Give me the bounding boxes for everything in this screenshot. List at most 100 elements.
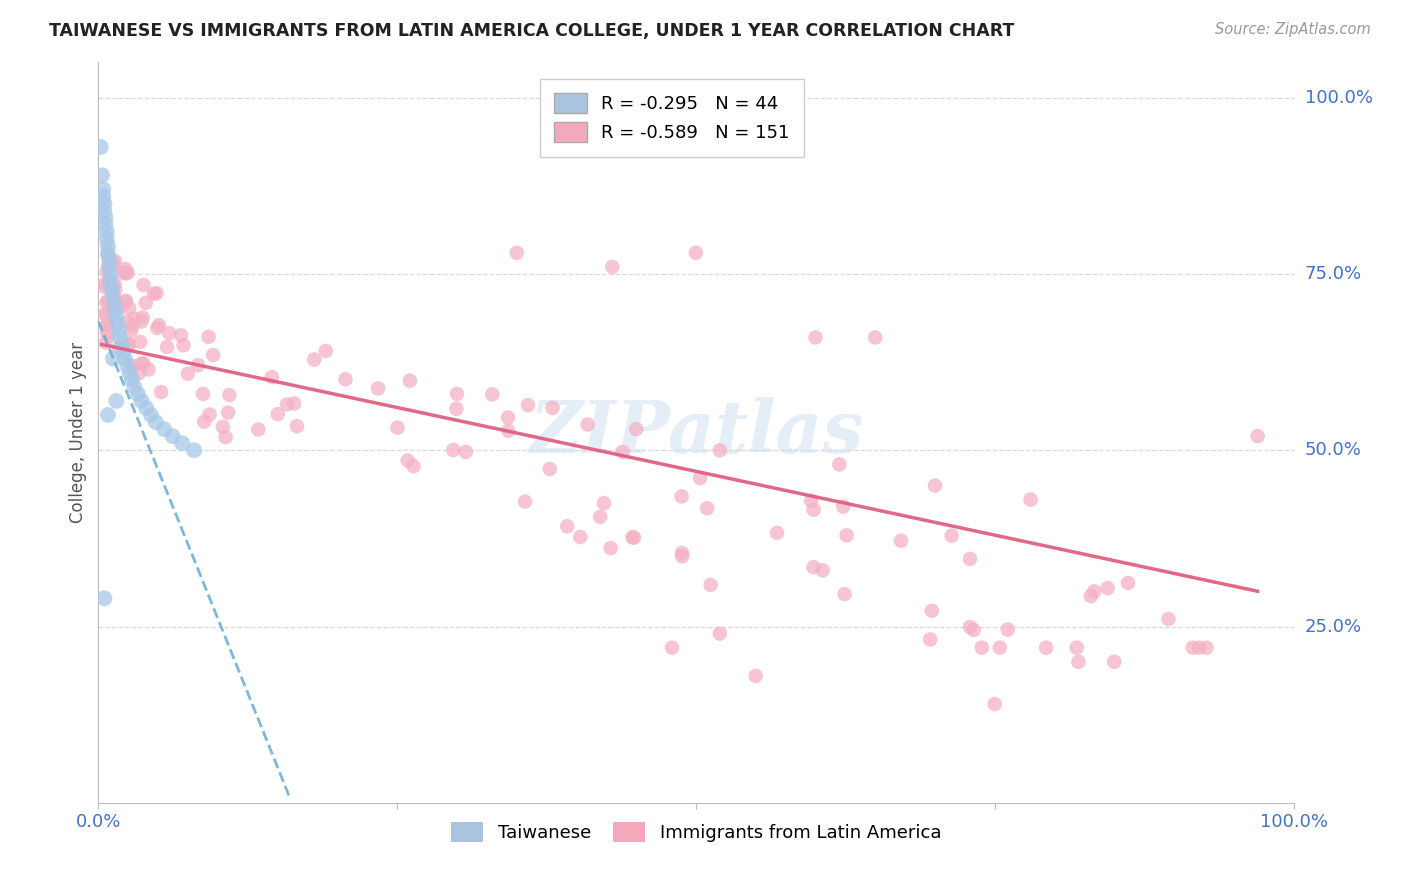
Point <box>315 343 337 358</box>
Point <box>1116 576 1139 591</box>
Point <box>97 328 120 343</box>
Point <box>98 252 121 267</box>
Point <box>124 380 146 394</box>
Point <box>128 366 150 380</box>
Point <box>117 337 139 351</box>
Point <box>1104 655 1126 669</box>
Point <box>132 277 155 292</box>
Point <box>173 338 195 352</box>
Point <box>121 359 143 373</box>
Point <box>387 420 409 434</box>
Point <box>132 357 155 371</box>
Point <box>517 398 540 412</box>
Point <box>112 266 135 280</box>
Point <box>446 401 468 416</box>
Point <box>96 264 118 278</box>
Point <box>555 519 578 533</box>
Text: TAIWANESE VS IMMIGRANTS FROM LATIN AMERICA COLLEGE, UNDER 1 YEAR CORRELATION CHA: TAIWANESE VS IMMIGRANTS FROM LATIN AMERI… <box>49 22 1015 40</box>
Point <box>671 546 693 560</box>
Point <box>941 528 963 542</box>
Point <box>396 453 419 467</box>
Legend: Taiwanese, Immigrants from Latin America: Taiwanese, Immigrants from Latin America <box>444 815 948 849</box>
Point <box>170 328 193 343</box>
Point <box>101 351 124 366</box>
Point <box>513 494 536 508</box>
Point <box>267 407 290 421</box>
Point <box>103 258 125 272</box>
Point <box>162 429 184 443</box>
Point <box>621 530 644 544</box>
Point <box>91 168 114 182</box>
Point <box>94 280 117 294</box>
Point <box>218 388 240 402</box>
Point <box>96 295 118 310</box>
Point <box>481 387 503 401</box>
Point <box>129 334 152 349</box>
Point <box>1157 612 1180 626</box>
Point <box>98 267 122 281</box>
Point <box>920 632 942 647</box>
Point <box>135 401 157 415</box>
Text: 25.0%: 25.0% <box>1305 617 1362 635</box>
Point <box>108 330 131 344</box>
Point <box>103 277 125 292</box>
Point <box>569 530 592 544</box>
Point <box>1019 492 1042 507</box>
Text: 100.0%: 100.0% <box>1305 88 1372 107</box>
Point <box>661 640 683 655</box>
Point <box>193 415 215 429</box>
Point <box>97 408 120 422</box>
Point <box>98 274 122 288</box>
Point <box>183 443 205 458</box>
Point <box>114 262 136 277</box>
Point <box>96 232 118 246</box>
Point <box>402 459 425 474</box>
Point <box>135 296 157 310</box>
Point <box>1035 640 1057 655</box>
Point <box>1195 640 1218 655</box>
Point <box>97 245 120 260</box>
Point <box>114 351 136 366</box>
Point <box>177 367 200 381</box>
Point <box>101 289 124 303</box>
Point <box>97 239 120 253</box>
Point <box>148 318 170 333</box>
Point <box>153 422 176 436</box>
Point <box>121 373 143 387</box>
Point <box>93 591 115 606</box>
Point <box>143 286 166 301</box>
Point <box>804 330 827 344</box>
Point <box>626 422 648 436</box>
Point <box>105 310 128 324</box>
Point <box>172 436 194 450</box>
Point <box>145 286 167 301</box>
Point <box>589 509 612 524</box>
Point <box>247 422 270 436</box>
Point <box>959 552 981 566</box>
Point <box>146 321 169 335</box>
Point <box>1247 429 1270 443</box>
Point <box>198 408 221 422</box>
Point <box>745 669 768 683</box>
Point <box>671 549 693 564</box>
Point <box>131 393 153 408</box>
Point <box>276 397 298 411</box>
Point <box>131 357 153 371</box>
Point <box>124 311 146 326</box>
Point <box>612 445 634 459</box>
Point <box>97 258 120 272</box>
Point <box>217 406 239 420</box>
Point <box>98 260 121 274</box>
Point <box>685 245 707 260</box>
Point <box>131 310 153 325</box>
Point <box>111 337 134 351</box>
Point <box>212 420 235 434</box>
Point <box>197 330 219 344</box>
Point <box>202 348 225 362</box>
Point <box>156 340 179 354</box>
Point <box>803 503 825 517</box>
Point <box>94 307 117 321</box>
Point <box>100 281 122 295</box>
Point <box>90 140 112 154</box>
Point <box>828 458 851 472</box>
